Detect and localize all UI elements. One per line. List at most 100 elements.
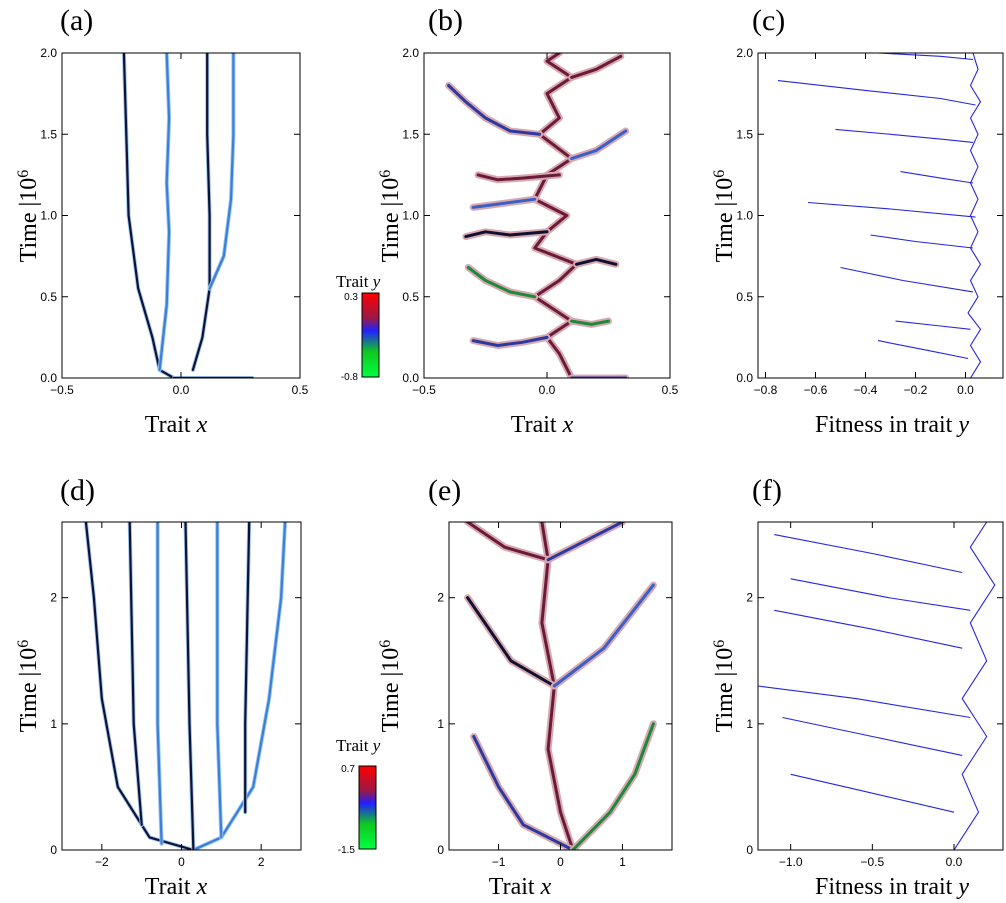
series-line: [570, 129, 628, 161]
series-line: [758, 685, 971, 719]
series-line: [192, 522, 287, 850]
series-line: [807, 201, 976, 218]
series-halo: [445, 82, 544, 138]
x-tick-label: −0.5: [860, 855, 884, 869]
series-group: [777, 53, 982, 378]
y-tick-label: 0: [50, 843, 57, 857]
x-tick-label: −0.8: [754, 383, 778, 397]
series-line: [546, 522, 624, 562]
colorbar-max-label: 0.3: [344, 292, 358, 303]
series-halo: [550, 581, 657, 690]
y-tick-label: 1.5: [402, 127, 419, 141]
series-line: [575, 257, 618, 266]
y-tick-label: 1: [746, 717, 753, 731]
y-tick-label: 1.5: [736, 127, 753, 141]
series-line: [447, 84, 542, 136]
x-tick-label: 0.0: [173, 383, 190, 397]
y-tick-label: 2: [50, 591, 57, 605]
colorbar-min-label: -0.8: [341, 372, 359, 383]
series-line: [570, 54, 623, 79]
x-tick-label: −1: [492, 855, 506, 869]
series-halo: [464, 522, 552, 564]
y-tick-label: 1: [437, 717, 444, 731]
panel-letter: (e): [428, 474, 461, 507]
panel-letter: (d): [60, 474, 95, 507]
colorbar-label: Trait y: [336, 272, 381, 291]
x-tick-label: −0.5: [412, 383, 436, 397]
y-tick-label: 0.0: [736, 371, 753, 385]
y-tick-label: 2: [437, 591, 444, 605]
y-tick-label: 0: [746, 843, 753, 857]
x-tick-label: −0.4: [854, 383, 878, 397]
series-line: [552, 583, 655, 688]
series-line: [476, 173, 561, 182]
x-tick-label: 0.5: [662, 383, 679, 397]
series-line: [466, 522, 550, 562]
series-line: [471, 335, 549, 347]
y-tick-label: 0.5: [736, 290, 753, 304]
series-line: [895, 320, 971, 330]
series-halo: [531, 53, 580, 378]
panel-f: −1.0 −0.5 0.0 0 1 2 (f) Fitness in trait y Time …: [711, 474, 1004, 900]
series-line: [790, 773, 955, 813]
colorbar-label: Trait y: [336, 736, 381, 755]
x-tick-label: −0.2: [904, 383, 928, 397]
series-halo: [207, 53, 236, 291]
y-axis-title: Time |106: [711, 640, 739, 733]
series-line: [128, 522, 143, 826]
y-tick-label: 1.0: [40, 209, 57, 223]
colorbar-top: Trait y 0.3 -0.8: [336, 272, 381, 383]
series-line: [774, 534, 963, 574]
x-tick-label: −1.0: [779, 855, 803, 869]
series-line: [571, 722, 655, 850]
x-tick-label: 1: [619, 855, 626, 869]
colorbar-max-label: 0.7: [341, 764, 355, 775]
y-tick-label: 0.5: [402, 290, 419, 304]
series-line: [208, 53, 235, 290]
series-line: [466, 266, 537, 299]
x-axis-title: Trait x: [145, 874, 208, 900]
colorbar-bottom: Trait y 0.7 -1.5: [336, 736, 381, 856]
y-tick-label: 0: [437, 843, 444, 857]
series-line: [840, 266, 974, 293]
panel-e: −1 0 1 0 1 2 (e) Trait x Time |106: [377, 474, 673, 900]
y-axis-title: Time |106: [15, 170, 43, 263]
panel-c: −0.8 −0.6 −0.4 −0.2 0.0 0.0 0.5 1.0 1.5 2.0 (c) Fit…: [711, 4, 1004, 438]
plot-frame: [61, 52, 301, 379]
series-group: [758, 522, 996, 850]
panel-b: −0.5 0.0 0.50.00.51.01.52.0(b)Trait xTime …: [377, 4, 679, 438]
y-tick-label: 0.0: [40, 371, 57, 385]
y-tick-label: 2: [746, 591, 753, 605]
plot-frame: [757, 521, 1004, 851]
y-tick-label: 1.0: [736, 209, 753, 223]
x-tick-label: −2: [95, 855, 109, 869]
series-line: [790, 578, 971, 611]
x-tick-label: 0: [557, 855, 564, 869]
series-line: [156, 522, 163, 845]
y-tick-label: 2.0: [40, 46, 57, 60]
series-line: [570, 319, 610, 326]
y-axis-title: Time |106: [377, 640, 405, 733]
series-line: [835, 128, 974, 143]
series-line: [782, 716, 963, 756]
series-group: [83, 522, 288, 850]
y-tick-label: 1.0: [402, 209, 419, 223]
series-line: [216, 522, 223, 839]
y-tick-label: 1.5: [40, 127, 57, 141]
x-axis-title: Fitness in trait y: [815, 874, 969, 900]
panel-letter: (a): [60, 4, 93, 37]
x-tick-label: 0.0: [539, 383, 556, 397]
series-line: [184, 522, 195, 850]
series-line: [244, 522, 251, 814]
y-tick-label: 2.0: [402, 46, 419, 60]
x-tick-label: 0.5: [292, 383, 309, 397]
series-line: [877, 53, 974, 61]
series-line: [777, 80, 976, 106]
series-line: [870, 234, 974, 249]
y-tick-label: 1: [50, 717, 57, 731]
series-line: [84, 522, 195, 850]
y-axis-title: Time |106: [711, 170, 739, 263]
panel-a: −0.5 0.0 0.50.00.51.01.52.0(a)Trait xTime …: [15, 4, 309, 438]
x-axis-title: Trait x: [511, 412, 574, 438]
